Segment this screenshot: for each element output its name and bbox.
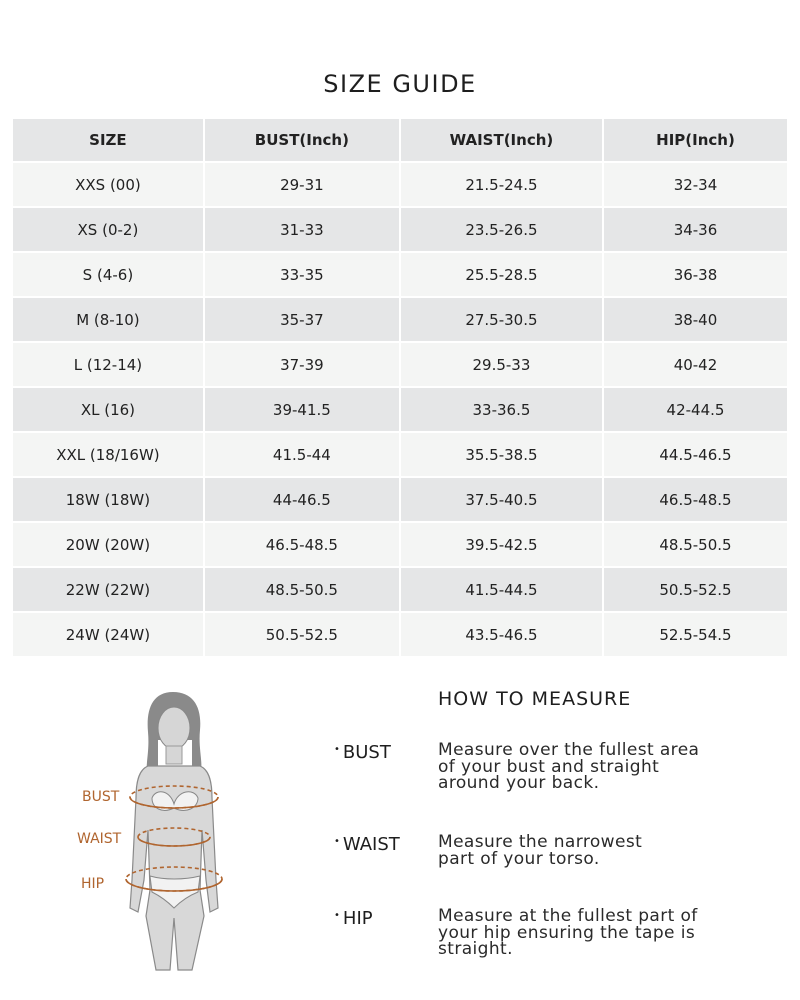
cell-hip: 46.5-48.5 (603, 478, 787, 521)
body-measurement-figure: BUST WAIST HIP (60, 680, 280, 980)
cell-bust: 50.5-52.5 (204, 613, 399, 656)
table-row: XXS (00) 29-31 21.5-24.5 32-34 (13, 163, 787, 206)
table-row: XL (16) 39-41.5 33-36.5 42-44.5 (13, 388, 787, 431)
measure-description: Measure over the fullest area of your bu… (438, 740, 700, 793)
cell-size: XS (0-2) (13, 208, 203, 251)
cell-hip: 50.5-52.5 (603, 568, 787, 611)
cell-hip: 42-44.5 (603, 388, 787, 431)
table-row: 24W (24W) 50.5-52.5 43.5-46.5 52.5-54.5 (13, 613, 787, 656)
cell-size: L (12-14) (13, 343, 203, 386)
bullet-icon: • (334, 744, 340, 755)
cell-bust: 37-39 (204, 343, 399, 386)
measure-term: • WAIST (334, 834, 400, 855)
header-bust: BUST(Inch) (204, 119, 399, 161)
header-waist: WAIST(Inch) (400, 119, 602, 161)
woman-silhouette-icon (125, 692, 223, 971)
cell-bust: 33-35 (204, 253, 399, 296)
bullet-icon: • (334, 836, 340, 847)
table-row: M (8-10) 35-37 27.5-30.5 38-40 (13, 298, 787, 341)
table-row: S (4-6) 33-35 25.5-28.5 36-38 (13, 253, 787, 296)
how-to-measure-title: HOW TO MEASURE (438, 688, 632, 710)
cell-waist: 39.5-42.5 (400, 523, 602, 566)
cell-size: 24W (24W) (13, 613, 203, 656)
cell-waist: 37.5-40.5 (400, 478, 602, 521)
cell-size: 18W (18W) (13, 478, 203, 521)
measure-description: Measure the narrowest part of your torso… (438, 832, 643, 869)
bullet-icon: • (334, 910, 340, 921)
cell-bust: 41.5-44 (204, 433, 399, 476)
table-row: 20W (20W) 46.5-48.5 39.5-42.5 48.5-50.5 (13, 523, 787, 566)
figure-label-bust: BUST (82, 789, 120, 805)
measure-description: Measure at the fullest part of your hip … (438, 906, 698, 959)
cell-bust: 39-41.5 (204, 388, 399, 431)
table-row: 18W (18W) 44-46.5 37.5-40.5 46.5-48.5 (13, 478, 787, 521)
cell-size: 20W (20W) (13, 523, 203, 566)
header-size: SIZE (13, 119, 203, 161)
cell-bust: 46.5-48.5 (204, 523, 399, 566)
cell-hip: 44.5-46.5 (603, 433, 787, 476)
table-row: 22W (22W) 48.5-50.5 41.5-44.5 50.5-52.5 (13, 568, 787, 611)
cell-waist: 27.5-30.5 (400, 298, 602, 341)
table-row: XXL (18/16W) 41.5-44 35.5-38.5 44.5-46.5 (13, 433, 787, 476)
cell-hip: 38-40 (603, 298, 787, 341)
measure-term: • HIP (334, 908, 373, 929)
cell-size: XL (16) (13, 388, 203, 431)
table-header-row: SIZE BUST(Inch) WAIST(Inch) HIP(Inch) (13, 119, 787, 161)
cell-waist: 43.5-46.5 (400, 613, 602, 656)
cell-bust: 44-46.5 (204, 478, 399, 521)
cell-size: M (8-10) (13, 298, 203, 341)
cell-hip: 48.5-50.5 (603, 523, 787, 566)
cell-waist: 33-36.5 (400, 388, 602, 431)
cell-bust: 35-37 (204, 298, 399, 341)
table-row: XS (0-2) 31-33 23.5-26.5 34-36 (13, 208, 787, 251)
cell-bust: 48.5-50.5 (204, 568, 399, 611)
cell-hip: 36-38 (603, 253, 787, 296)
cell-bust: 31-33 (204, 208, 399, 251)
figure-label-waist: WAIST (77, 831, 122, 847)
cell-waist: 23.5-26.5 (400, 208, 602, 251)
cell-size: 22W (22W) (13, 568, 203, 611)
cell-hip: 52.5-54.5 (603, 613, 787, 656)
cell-waist: 29.5-33 (400, 343, 602, 386)
cell-bust: 29-31 (204, 163, 399, 206)
cell-waist: 35.5-38.5 (400, 433, 602, 476)
header-hip: HIP(Inch) (603, 119, 787, 161)
cell-waist: 25.5-28.5 (400, 253, 602, 296)
cell-size: XXL (18/16W) (13, 433, 203, 476)
cell-waist: 41.5-44.5 (400, 568, 602, 611)
cell-waist: 21.5-24.5 (400, 163, 602, 206)
measure-term: • BUST (334, 742, 391, 763)
cell-hip: 40-42 (603, 343, 787, 386)
size-table: SIZE BUST(Inch) WAIST(Inch) HIP(Inch) XX… (11, 117, 789, 658)
table-row: L (12-14) 37-39 29.5-33 40-42 (13, 343, 787, 386)
cell-hip: 32-34 (603, 163, 787, 206)
figure-label-hip: HIP (81, 876, 105, 892)
page-title: SIZE GUIDE (323, 70, 477, 98)
cell-hip: 34-36 (603, 208, 787, 251)
cell-size: S (4-6) (13, 253, 203, 296)
cell-size: XXS (00) (13, 163, 203, 206)
